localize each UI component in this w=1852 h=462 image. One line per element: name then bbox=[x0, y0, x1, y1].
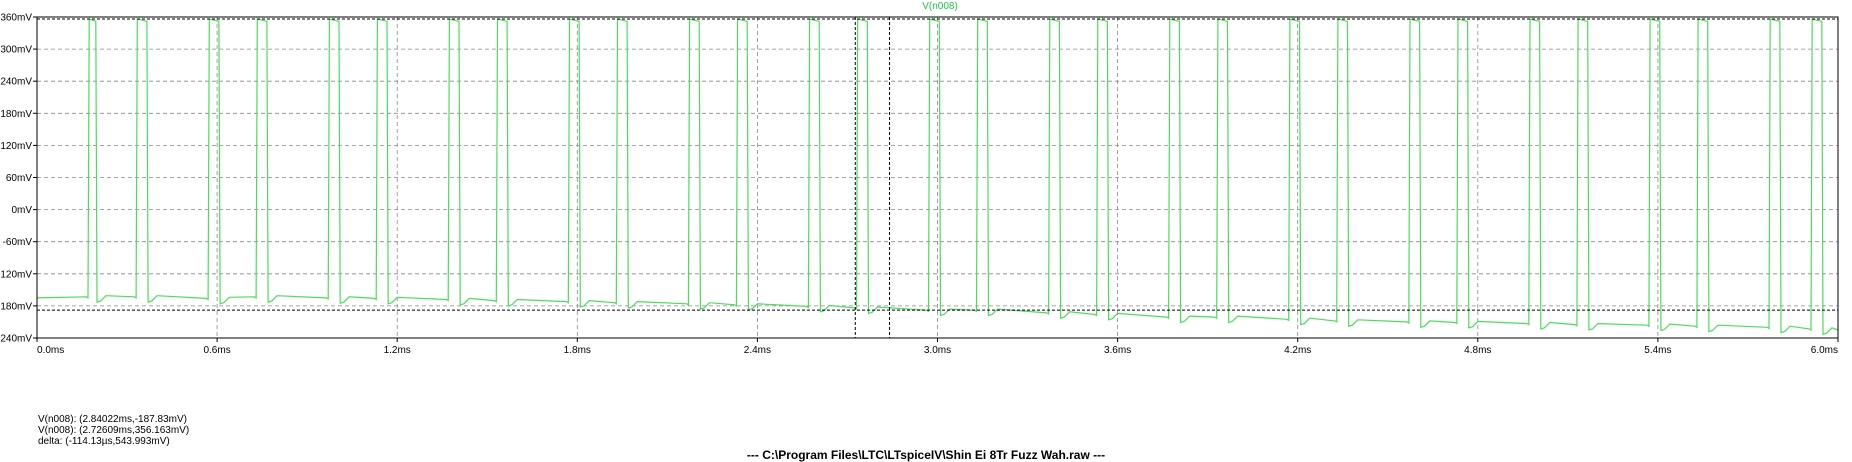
delta-readout: delta: (-114.13µs,543.993mV) bbox=[38, 436, 170, 447]
y-tick-label: 60mV bbox=[6, 173, 32, 184]
x-tick-label: 3.0ms bbox=[924, 345, 951, 356]
x-tick-label: 4.8ms bbox=[1464, 345, 1491, 356]
cursor-layer[interactable] bbox=[37, 17, 1838, 338]
x-tick-label: 0.0ms bbox=[37, 345, 64, 356]
cursor-readout: V(n008): (2.84022ms,-187.83mV) V(n008): … bbox=[38, 414, 189, 447]
grid-layer bbox=[36, 16, 1839, 339]
x-tick-label: 2.4ms bbox=[744, 345, 771, 356]
x-axis-ticks: 0.0ms 0.6ms 1.2ms 1.8ms 2.4ms 3.0ms 3.6ms 4.2ms… bbox=[36, 338, 1839, 356]
y-tick-label: -60mV bbox=[3, 237, 33, 248]
x-tick-label: 4.2ms bbox=[1284, 345, 1311, 356]
x-tick-label: 0.6ms bbox=[203, 345, 230, 356]
y-axis-ticks: 360mV 300mV 240mV 180mV 120mV 60mV 0mV -60mV -12… bbox=[0, 13, 37, 345]
y-tick-label: -180mV bbox=[0, 301, 32, 312]
y-tick-label: -120mV bbox=[0, 269, 32, 280]
cursor2-readout: V(n008): (2.72609ms,356.163mV) bbox=[38, 425, 190, 436]
x-tick-label: 3.6ms bbox=[1104, 345, 1131, 356]
y-tick-label: 360mV bbox=[0, 13, 32, 24]
x-tick-label: 6.0ms bbox=[1811, 345, 1838, 356]
y-tick-label: -240mV bbox=[0, 334, 32, 345]
y-tick-label: 120mV bbox=[0, 141, 32, 152]
plot-frame bbox=[36, 16, 1839, 339]
y-tick-label: 240mV bbox=[0, 77, 32, 88]
y-tick-label: 0mV bbox=[11, 205, 32, 216]
file-path-caption: --- C:\Program Files\LTC\LTspiceIV\Shin … bbox=[746, 448, 1106, 462]
cursor1-readout: V(n008): (2.84022ms,-187.83mV) bbox=[38, 414, 187, 425]
x-tick-label: 1.8ms bbox=[564, 345, 591, 356]
trace-title[interactable]: V(n008) bbox=[922, 1, 958, 12]
y-tick-label: 180mV bbox=[0, 109, 32, 120]
y-tick-label: 300mV bbox=[0, 45, 32, 56]
x-tick-label: 5.4ms bbox=[1644, 345, 1671, 356]
x-tick-label: 1.2ms bbox=[384, 345, 411, 356]
